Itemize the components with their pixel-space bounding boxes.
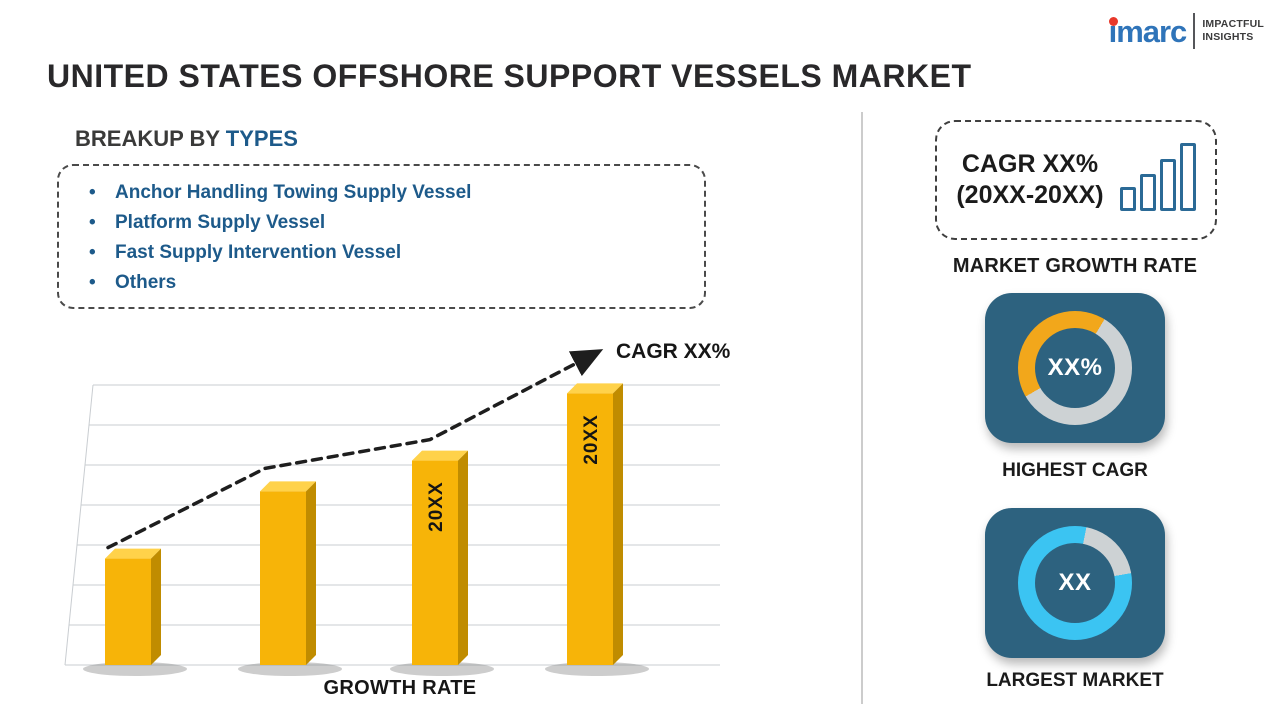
page-title: UNITED STATES OFFSHORE SUPPORT VESSELS M… [47,58,972,94]
bar-side-face [306,481,316,665]
axis-left-edge [64,384,94,666]
cagr-box-line2: (20XX-20XX) [956,181,1104,209]
chart-x-label: GROWTH RATE [323,677,477,699]
bar-top-face [412,450,468,461]
bar-shadow [83,662,187,676]
logo-tagline: IMPACTFUL INSIGHTS [1202,18,1264,43]
icon-bar [1179,143,1196,211]
trend-arrow [106,349,604,550]
bar [567,393,613,665]
bar-top-face [567,383,623,394]
bar-chart-icon [1119,143,1196,211]
imarc-brand: imarc [1108,13,1188,49]
list-item: • Platform Supply Vessel [89,208,704,238]
logo-divider [1193,13,1196,49]
donut-chart-highest-cagr: XX% [1018,311,1132,425]
bar-side-face [151,548,161,665]
donut-chart-largest-market: XX [1018,526,1132,640]
cagr-box: CAGR XX% (20XX-20XX) [935,120,1217,240]
list-item-label: Others [115,272,177,293]
bar-side-face [613,383,623,665]
largest-market-label: LARGEST MARKET [986,670,1164,691]
market-growth-rate-label: MARKET GROWTH RATE [952,255,1198,277]
types-box: • Anchor Handling Towing Supply Vessel • Pl… [57,164,706,309]
bullet-icon: • [89,242,96,263]
icon-bar [1159,159,1176,211]
bar-side-face [458,450,468,665]
list-item: • Anchor Handling Towing Supply Vessel [89,178,704,208]
bar-top-face [105,548,161,559]
bar [412,460,458,665]
icon-bar [1139,174,1156,211]
list-item-label: Fast Supply Intervention Vessel [115,242,402,263]
cagr-box-line1: CAGR XX% [961,149,1099,178]
logo-dot-icon [1108,16,1118,26]
largest-market-value: XX [1058,569,1092,596]
growth-chart: 20XX 20XX [60,335,740,700]
imarc-logo: imarc IMPACTFUL INSIGHTS [1108,13,1264,49]
breakup-heading-highlight: TYPES [225,126,298,151]
largest-market-tile: XX [985,508,1165,658]
breakup-heading: BREAKUP BY TYPES [75,126,298,152]
bar-label: 20XX [581,414,602,464]
logo-tagline-line2: INSIGHTS [1202,31,1254,43]
breakup-heading-prefix: BREAKUP BY [75,126,226,151]
bar-top-face [260,481,316,492]
icon-bar [1119,187,1136,211]
vertical-divider [861,112,863,704]
list-item: • Fast Supply Intervention Vessel [89,238,704,268]
bar [260,491,306,665]
logo-tagline-line1: IMPACTFUL [1202,18,1264,31]
list-item-label: Platform Supply Vessel [115,212,326,233]
bullet-icon: • [89,182,96,203]
cagr-trend-label: CAGR XX% [616,340,731,363]
bar-chart-svg: 20XX 20XX [64,349,720,676]
cagr-box-text: CAGR XX% (20XX-20XX) [956,149,1103,212]
bullet-icon: • [89,272,96,293]
types-list: • Anchor Handling Towing Supply Vessel • Pl… [59,178,704,298]
bar-shadow [545,662,649,676]
bar-shadow [238,662,342,676]
bullet-icon: • [89,212,96,233]
list-item: • Others [89,268,704,298]
highest-cagr-label: HIGHEST CAGR [1002,460,1148,481]
list-item-label: Anchor Handling Towing Supply Vessel [115,182,472,203]
bar-label: 20XX [426,481,447,531]
bar [105,558,151,665]
imarc-brand-text: imarc [1108,13,1188,49]
highest-cagr-value: XX% [1047,354,1103,381]
highest-cagr-tile: XX% [985,293,1165,443]
bar-shadow [390,662,494,676]
